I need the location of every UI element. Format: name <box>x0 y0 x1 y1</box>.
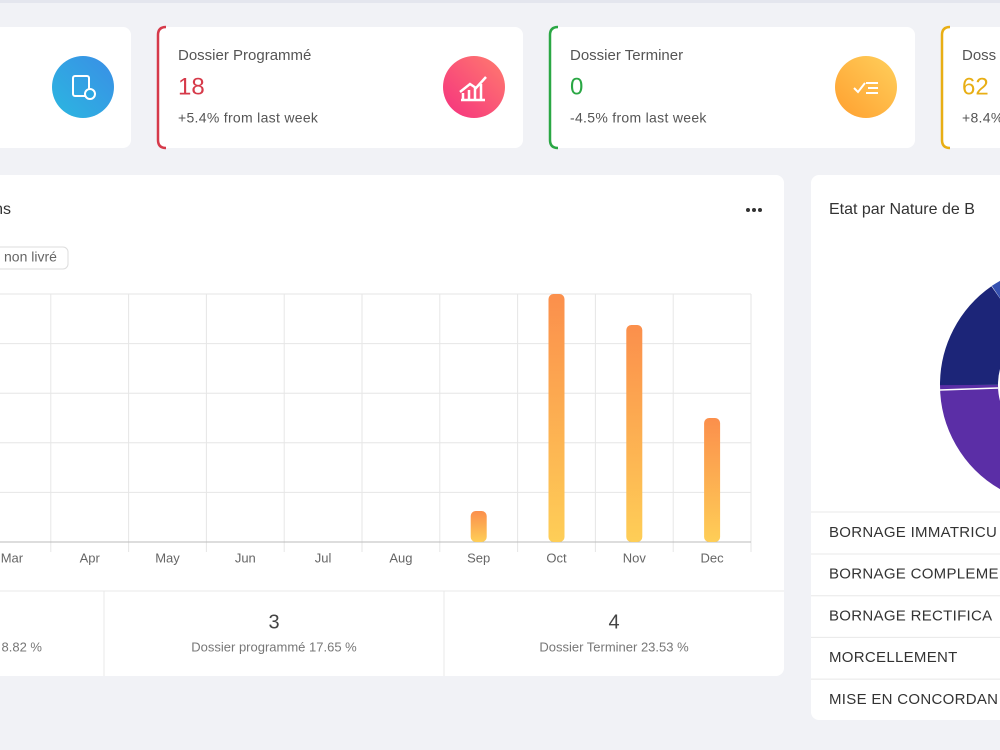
x-tick-label: Mar <box>1 550 24 565</box>
side-title: Etat par Nature de B <box>829 201 975 218</box>
list-item: MORCELLEMENT <box>829 649 958 666</box>
summary-label: 8.82 % <box>2 639 43 654</box>
x-tick-label: May <box>155 550 180 565</box>
summary-value: 4 <box>608 611 619 633</box>
x-tick-label: Nov <box>623 550 647 565</box>
donut <box>939 280 1000 490</box>
chart-panel <box>0 175 784 676</box>
bar <box>704 418 721 542</box>
bar <box>470 511 487 542</box>
list-item: BORNAGE RECTIFICA <box>829 607 992 624</box>
card-title: Doss <box>962 47 996 64</box>
summary-value: 3 <box>268 611 279 633</box>
x-tick-label: Jul <box>315 550 332 565</box>
list-item: MISE EN CONCORDAN <box>829 691 998 708</box>
bar <box>548 294 565 542</box>
card-accent <box>940 25 951 150</box>
x-tick-label: Aug <box>389 550 412 565</box>
panel-title: ns <box>0 201 11 218</box>
card-accent <box>548 25 559 150</box>
legend-box[interactable] <box>0 246 69 270</box>
side-list: BORNAGE IMMATRICU BORNAGE COMPLEME BORNAGE… <box>811 511 1000 708</box>
stat-card <box>942 27 1000 148</box>
side-panel <box>811 175 1000 720</box>
card-title: Dossier Terminer <box>570 47 683 64</box>
card-title: Dossier Programmé <box>178 47 311 64</box>
list-item: BORNAGE IMMATRICU <box>829 524 997 541</box>
card-value: 62 <box>962 73 989 100</box>
list-item: BORNAGE COMPLEME <box>829 566 999 583</box>
summary-label: Dossier programmé 17.65 % <box>191 639 357 654</box>
card-value: 18 <box>178 73 205 100</box>
x-tick-label: Oct <box>546 550 567 565</box>
menu-button[interactable] <box>746 208 762 212</box>
x-tick-label: Sep <box>467 550 490 565</box>
bar <box>626 325 643 542</box>
card-value: 0 <box>570 73 583 100</box>
x-tick-label: Jun <box>235 550 256 565</box>
clipboard-icon <box>72 75 96 100</box>
card-change: +5.4% from last week <box>178 110 319 126</box>
card-accent <box>156 25 167 150</box>
x-tick-label: Dec <box>701 550 725 565</box>
card-change: -4.5% from last week <box>570 110 707 126</box>
card-icon <box>52 56 114 118</box>
x-tick-label: Apr <box>80 550 101 565</box>
stat-cards: Dossier Programmé 18 +5.4% from last week D… <box>156 25 1000 150</box>
stat-card <box>550 27 915 148</box>
donut-gap <box>939 387 999 391</box>
legend-label: non livré <box>4 249 57 265</box>
top-strip <box>0 0 1000 3</box>
card-icons <box>443 56 897 118</box>
card-change: +8.4% <box>962 110 1000 126</box>
summary-label: Dossier Terminer 23.53 % <box>539 639 689 654</box>
plot: Mar Apr May Jun Jul Aug Sep Oct Nov Dec <box>0 293 752 565</box>
stat-card <box>158 27 523 148</box>
